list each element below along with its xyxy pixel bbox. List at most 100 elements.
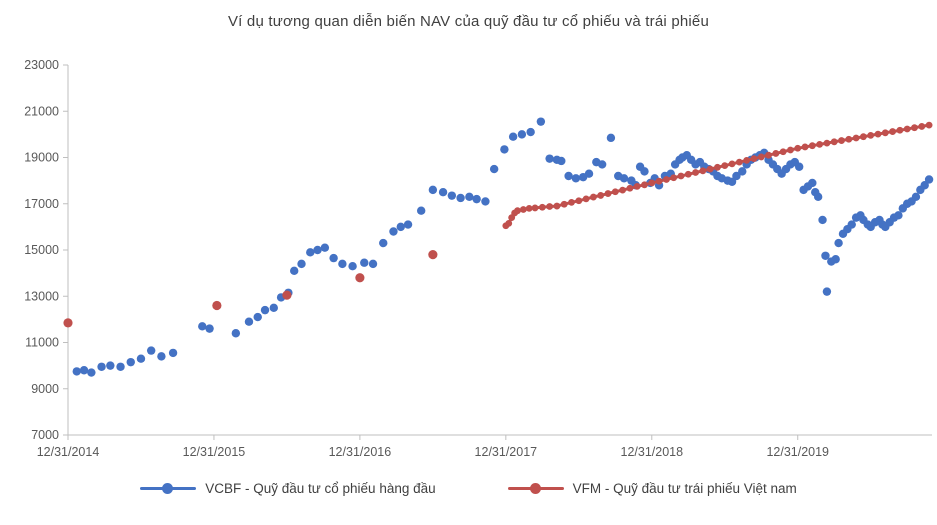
vcbf-point [320,243,330,252]
vcbf-point [79,366,89,375]
vfm-legend-label: VFM - Quỹ đầu tư trái phiếu Việt nam [572,481,797,496]
vfm-point [692,169,699,176]
vcbf-point [813,192,823,202]
vfm-point [519,206,527,213]
vfm-point [918,123,926,130]
vfm-point [633,183,641,190]
y-tick-label: 9000 [31,382,59,396]
vcbf-point [368,259,378,269]
vfm-legend-marker [529,483,541,494]
y-tick-label: 13000 [24,289,59,303]
vcbf-point [348,261,357,271]
y-tick-label: 21000 [24,104,59,118]
vfm-series [63,121,933,328]
vcbf-point [198,322,207,331]
vfm-point [757,153,765,161]
vcbf-point [72,367,81,376]
vcbf-point [106,361,115,370]
vcbf-point [329,253,338,263]
vfm-point [553,202,561,210]
vfm-point [714,163,721,171]
vfm-point [801,143,809,151]
vcbf-point [447,191,457,200]
vcbf-point [472,194,481,204]
vcbf-point [403,220,413,229]
vcbf-point [87,368,96,377]
vcbf-point [508,132,518,141]
vfm-point [830,138,838,146]
vcbf-point [536,117,546,126]
vcbf-point [157,352,166,361]
vfm-point [355,273,365,283]
vfm-point [750,155,758,163]
vfm-point [881,129,889,137]
vfm-point [575,197,583,205]
x-tick-label: 12/31/2019 [766,445,829,459]
vfm-point [611,188,619,196]
x-tick-label: 12/31/2017 [475,445,538,459]
vcbf-point [571,174,581,183]
vfm-point [779,148,787,156]
vfm-point [845,135,853,143]
vcbf-point [360,258,369,267]
vcbf-point [606,133,616,143]
vcbf-point [732,171,741,181]
vfm-point [655,177,663,185]
vcbf-legend-label: VCBF - Quỹ đầu tư cổ phiếu hàng đầu [205,481,436,496]
vcbf-point [831,255,840,264]
vfm-point [212,300,222,311]
vcbf-point [822,287,832,296]
vfm-point [728,160,736,168]
vcbf-legend-marker [162,483,174,494]
vfm-point [721,162,729,169]
vfm-point [282,290,292,300]
vcbf-point [146,346,156,355]
y-tick-label: 11000 [25,336,59,350]
vfm-point [626,184,634,192]
vfm-point [743,156,751,164]
vfm-point [619,186,626,194]
vcbf-series [72,117,934,377]
vfm-legend-swatch [507,483,564,494]
vfm-point [823,139,831,147]
vcbf-point [481,197,490,206]
vfm-point [874,130,882,138]
vfm-point [63,318,73,328]
vcbf-point [306,248,315,257]
vcbf-point [794,162,804,171]
vfm-point [808,142,816,150]
vfm-point [816,140,824,148]
vcbf-point [619,174,629,183]
y-tick-label: 19000 [24,151,59,165]
vcbf-point [269,303,278,313]
vfm-point [860,133,867,141]
y-tick-label: 17000 [24,197,59,211]
vcbf-point [584,169,594,178]
vfm-point [662,176,670,183]
vfm-point [582,195,590,203]
vcbf-point [396,222,405,232]
legend-item-vcbf: VCBF - Quỹ đầu tư cổ phiếu hàng đầu [140,481,436,496]
vcbf-point [97,362,106,371]
chart-title: Ví dụ tương quan diễn biến NAV của quỹ đ… [227,13,710,30]
y-tick-label: 15000 [24,243,59,257]
vcbf-point [260,305,270,315]
vcbf-point [290,266,299,276]
vfm-point [604,190,612,197]
y-tick-label: 23000 [24,58,59,72]
vcbf-point [416,206,426,215]
vfm-point [925,121,933,129]
vcbf-point [894,211,903,220]
vfm-point [867,131,875,139]
y-tick-label: 7000 [31,428,59,442]
vcbf-point [500,145,509,154]
vcbf-point [597,160,607,169]
vfm-point [505,220,513,227]
vfm-point [699,167,707,175]
vcbf-point [564,171,573,181]
vcbf-point [244,317,254,326]
vfm-point [648,179,656,187]
vfm-point [546,203,554,210]
vcbf-point [738,167,747,176]
